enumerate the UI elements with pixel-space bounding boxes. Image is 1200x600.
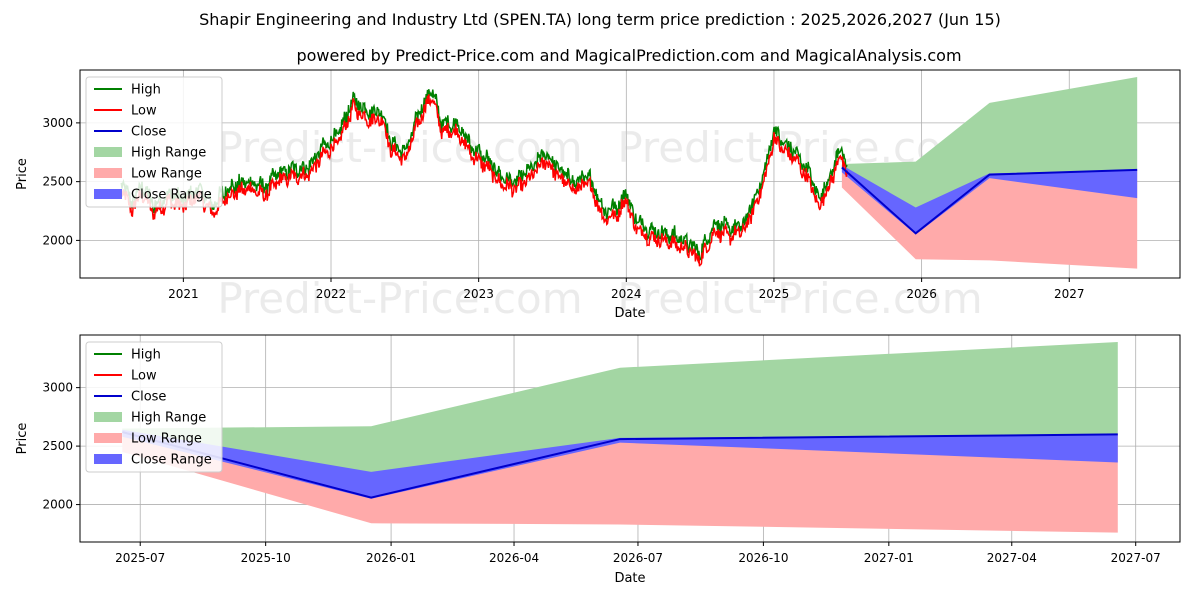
close-series-line xyxy=(122,431,1118,499)
x-tick-label: 2025 xyxy=(759,287,790,301)
low-range-band xyxy=(122,432,1118,533)
legend-swatch xyxy=(94,454,122,464)
y-tick-label: 2000 xyxy=(42,498,73,512)
plot-area xyxy=(122,342,1118,533)
low-range-band xyxy=(841,167,1138,269)
legend-label: Close xyxy=(131,125,166,140)
legend-label: Low xyxy=(131,369,157,384)
high-range-band xyxy=(122,342,1118,498)
x-tick-label: 2025-10 xyxy=(241,551,291,565)
legend-label: Low Range xyxy=(131,167,202,182)
x-tick-label: 2024 xyxy=(611,287,642,301)
legend-swatch xyxy=(94,168,122,178)
legend-label: High xyxy=(131,348,161,363)
x-axis-label: Date xyxy=(614,571,645,586)
legend-label: Close xyxy=(131,390,166,405)
x-tick-label: 2023 xyxy=(463,287,494,301)
high-range-band xyxy=(841,77,1138,234)
watermark-text: Predict-Price.com xyxy=(617,274,982,323)
forecast-panel: Predict-Price.comPredict-Price.com2025-0… xyxy=(15,334,1181,586)
close-series-line xyxy=(841,166,1138,235)
y-tick-label: 2500 xyxy=(42,439,73,453)
y-axis-label: Price xyxy=(15,423,30,455)
watermark-text: Predict-Price.com xyxy=(217,123,582,172)
x-tick-label: 2026-04 xyxy=(489,551,539,565)
chart-title: Shapir Engineering and Industry Ltd (SPE… xyxy=(199,10,1001,29)
x-tick-label: 2022 xyxy=(316,287,347,301)
x-tick-label: 2026-10 xyxy=(738,551,788,565)
legend-label: High xyxy=(131,83,161,98)
x-tick-label: 2026 xyxy=(906,287,937,301)
close-range-band xyxy=(841,165,1138,235)
legend-label: Close Range xyxy=(131,453,212,468)
x-axis-label: Date xyxy=(614,306,645,321)
legend-label: Close Range xyxy=(131,188,212,203)
legend-swatch xyxy=(94,189,122,199)
axes-frame xyxy=(79,334,1181,543)
x-tick-label: 2021 xyxy=(168,287,199,301)
legend-label: Low Range xyxy=(131,432,202,447)
y-tick-label: 3000 xyxy=(42,381,73,395)
legend: High Low Close High Range Low Range Close Ran… xyxy=(85,341,223,473)
chart-subtitle: powered by Predict-Price.com and Magical… xyxy=(296,46,961,65)
legend-label: High Range xyxy=(131,146,206,161)
legend-label: High Range xyxy=(131,411,206,426)
x-tick-label: 2027-01 xyxy=(864,551,914,565)
close-range-band xyxy=(122,429,1118,499)
low-series-line xyxy=(120,94,848,267)
legend-swatch xyxy=(94,147,122,157)
axes-frame xyxy=(79,69,1181,279)
high-series-line xyxy=(120,89,848,262)
y-tick-label: 2000 xyxy=(42,233,73,247)
x-tick-label: 2026-01 xyxy=(366,551,416,565)
legend-swatch xyxy=(94,433,122,443)
x-tick-label: 2027-07 xyxy=(1111,551,1161,565)
y-tick-label: 2500 xyxy=(42,175,73,189)
watermark-text: Predict-Price.com xyxy=(217,274,582,323)
plot-area xyxy=(120,77,1138,269)
y-axis-label: Price xyxy=(15,158,30,190)
x-tick-label: 2027-04 xyxy=(987,551,1037,565)
x-tick-label: 2025-07 xyxy=(115,551,165,565)
x-tick-label: 2026-07 xyxy=(613,551,663,565)
y-tick-label: 3000 xyxy=(42,116,73,130)
legend: High Low Close High Range Low Range Close Ran… xyxy=(85,76,223,208)
history-panel: Predict-Price.com Predict-Price.com Predic… xyxy=(15,69,1181,323)
x-tick-label: 2027 xyxy=(1054,287,1085,301)
legend-label: Low xyxy=(131,104,157,119)
legend-swatch xyxy=(94,412,122,422)
